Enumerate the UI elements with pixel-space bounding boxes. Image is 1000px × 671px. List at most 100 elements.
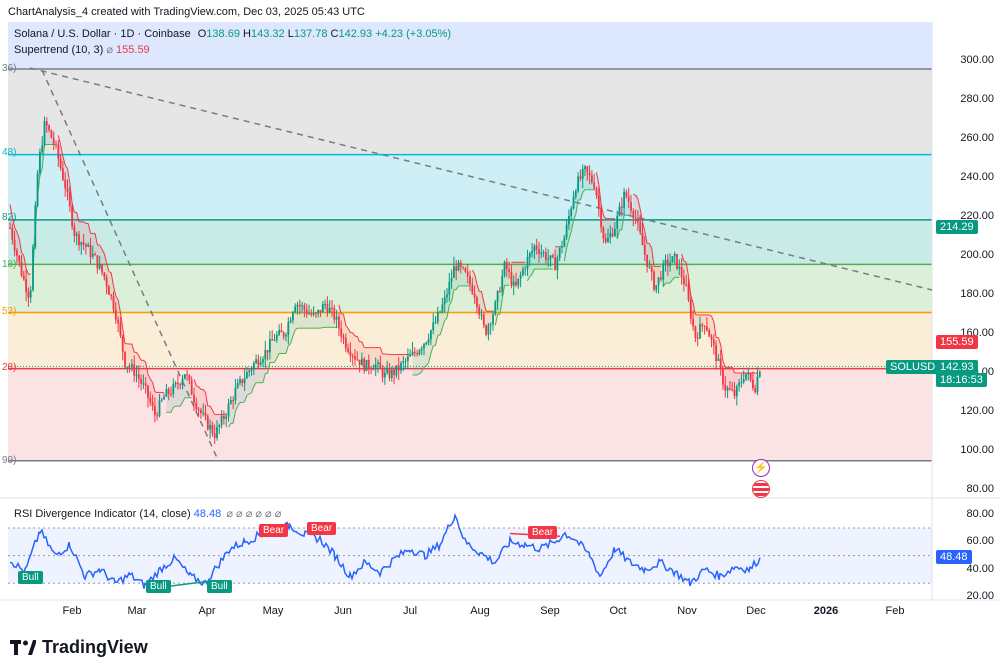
- supertrend-fill: [589, 175, 592, 190]
- candle-body: [729, 388, 731, 390]
- candle-body: [722, 368, 724, 385]
- candle-body: [756, 376, 759, 393]
- candle-body: [540, 252, 543, 254]
- candle-body: [588, 172, 591, 176]
- fib-zone: [8, 68, 932, 155]
- supertrend-line: [356, 336, 361, 342]
- candle-body: [545, 252, 547, 260]
- supertrend-line: [639, 209, 643, 222]
- supertrend-line: [294, 327, 298, 331]
- bear-divergence-label: Bear: [528, 526, 558, 539]
- supertrend-fill: [203, 389, 206, 417]
- candle-body: [174, 382, 177, 385]
- candle-body: [48, 125, 50, 131]
- supertrend-line: [476, 283, 480, 292]
- price-tick: 300.00: [960, 54, 994, 66]
- candle-body: [692, 318, 694, 327]
- candle-body: [439, 311, 441, 313]
- candle-body: [142, 383, 145, 385]
- candle-body: [82, 242, 85, 245]
- supertrend-fill: [656, 266, 659, 285]
- supertrend-fill: [355, 336, 358, 360]
- candle-body: [289, 320, 292, 323]
- candle-body: [735, 386, 738, 397]
- candle-body: [749, 373, 752, 380]
- supertrend-line: [421, 367, 425, 373]
- candle-body: [181, 378, 184, 385]
- supertrend-line: [16, 232, 20, 239]
- candle-body: [66, 188, 69, 192]
- supertrend-fill: [260, 359, 263, 383]
- candle-body: [485, 325, 487, 335]
- candle-body: [381, 368, 384, 378]
- supertrend-line: [685, 262, 689, 277]
- supertrend-fill: [732, 367, 735, 397]
- supertrend-line: [117, 299, 121, 313]
- candle-body: [528, 253, 531, 258]
- supertrend-fill: [175, 382, 178, 407]
- candle-body: [319, 310, 322, 313]
- candle-body: [156, 415, 159, 417]
- candle-body: [517, 278, 520, 286]
- supertrend-fill: [534, 245, 537, 270]
- supertrend-fill: [610, 218, 613, 236]
- candle-body: [724, 384, 727, 391]
- candle-body: [747, 373, 750, 375]
- candle-body: [262, 359, 264, 363]
- supertrend-line: [455, 285, 459, 290]
- candle-body: [119, 323, 122, 336]
- supertrend-fill: [279, 330, 282, 354]
- candle-body: [9, 227, 11, 229]
- supertrend-line: [103, 253, 108, 264]
- candle-body: [395, 365, 398, 376]
- time-tick: 2026: [813, 605, 839, 617]
- supertrend-fill: [230, 400, 234, 424]
- candle-body: [190, 380, 193, 395]
- candle-body: [59, 158, 62, 169]
- candle-body: [386, 369, 389, 373]
- candle-body: [572, 196, 575, 209]
- candle-body: [367, 360, 370, 369]
- candle-body: [423, 343, 425, 349]
- candle-body: [308, 313, 310, 315]
- supertrend-line: [425, 362, 430, 366]
- supertrend-fill: [550, 255, 553, 270]
- supertrend-fill: [667, 262, 671, 284]
- candle-body: [154, 405, 156, 416]
- rsi-label[interactable]: RSI Divergence Indicator (14, close): [14, 508, 191, 520]
- us-flag-event-icon[interactable]: [752, 480, 770, 498]
- supertrend-fill: [373, 347, 376, 370]
- candle-body: [673, 253, 676, 257]
- supertrend-fill: [136, 352, 139, 380]
- candle-body: [715, 345, 717, 361]
- eye-off-icon[interactable]: ⌀: [106, 44, 113, 56]
- candle-body: [285, 335, 287, 337]
- candle-body: [172, 384, 175, 394]
- candle-body: [342, 336, 345, 338]
- supertrend-fill: [541, 252, 544, 270]
- supertrend-label[interactable]: Supertrend (10, 3): [14, 44, 104, 56]
- candle-body: [685, 284, 688, 286]
- supertrend-fill: [217, 414, 220, 428]
- candle-body: [200, 410, 202, 413]
- supertrend-line: [602, 214, 607, 219]
- candle-body: [101, 264, 103, 273]
- supertrend-line: [154, 391, 158, 393]
- supertrend-fill: [283, 335, 286, 354]
- tradingview-logo[interactable]: TradingView: [10, 637, 148, 658]
- candle-body: [287, 322, 290, 336]
- candle-body: [473, 293, 476, 298]
- candle-body: [71, 206, 73, 227]
- candle-body: [298, 304, 301, 307]
- supertrend-line: [237, 402, 241, 407]
- symbol-title[interactable]: Solana / U.S. Dollar · 1D · Coinbase: [14, 28, 191, 40]
- supertrend-line: [292, 329, 296, 337]
- candle-body: [591, 175, 593, 183]
- lightning-event-icon[interactable]: ⚡: [752, 459, 770, 477]
- candle-body: [653, 271, 655, 290]
- candle-body: [515, 281, 517, 286]
- supertrend-line: [253, 382, 257, 387]
- supertrend-line: [83, 221, 87, 224]
- candle-body: [377, 362, 379, 365]
